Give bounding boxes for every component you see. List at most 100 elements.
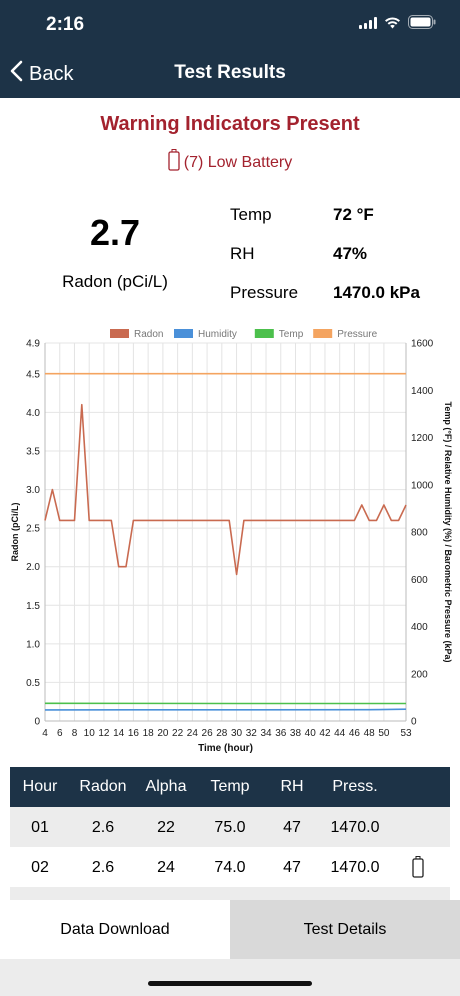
x-tick-label: 40 xyxy=(305,728,317,739)
temp-label: Temp xyxy=(230,205,272,224)
y-tick-label: 4.5 xyxy=(26,369,40,380)
page-title: Test Results xyxy=(174,62,286,83)
low-battery-icon xyxy=(168,149,180,176)
table-row[interactable] xyxy=(10,887,450,900)
x-tick-label: 30 xyxy=(231,728,243,739)
x-tick-label: 4 xyxy=(42,728,48,739)
y-tick-label: 4.0 xyxy=(26,408,40,419)
y2-tick-label: 1200 xyxy=(411,433,434,444)
x-tick-label: 32 xyxy=(246,728,258,739)
battery-icon xyxy=(408,15,436,34)
x-tick-label: 16 xyxy=(128,728,140,739)
radon-value: 2.7 xyxy=(89,212,141,253)
status-icons xyxy=(359,15,436,34)
y-tick-label: 2.0 xyxy=(26,562,40,573)
y2-tick-label: 0 xyxy=(411,717,417,728)
back-label: Back xyxy=(29,62,74,85)
x-tick-label: 50 xyxy=(378,728,390,739)
header-radon: Radon xyxy=(79,778,127,795)
home-indicator[interactable] xyxy=(148,981,312,986)
top-bar: 2:16 Bac xyxy=(0,0,460,98)
cell-pressure: 1470.0 xyxy=(330,859,380,876)
cell-hour: 02 xyxy=(31,859,49,876)
x-tick-label: 38 xyxy=(290,728,302,739)
test-details-button[interactable]: Test Details xyxy=(230,900,460,959)
legend-swatch-humidity xyxy=(174,329,193,338)
x-axis-title: Time (hour) xyxy=(198,743,253,754)
cell-hour: 01 xyxy=(31,819,49,836)
pressure-value: 1470.0 kPa xyxy=(333,283,420,302)
legend-swatch-pressure xyxy=(313,329,333,338)
y2-axis-title: Temp (°F) / Relative Humidity (%) / Baro… xyxy=(443,402,453,663)
header-pressure: Press. xyxy=(332,778,378,795)
back-chevron-icon xyxy=(10,60,23,88)
header-temp: Temp xyxy=(210,778,250,795)
x-tick-label: 8 xyxy=(72,728,78,739)
cell-alpha: 24 xyxy=(157,859,175,876)
table-header: Hour Radon Alpha Temp RH Press. xyxy=(10,767,450,807)
warning-item: (7) Low Battery xyxy=(0,149,460,176)
legend-label-radon: Radon xyxy=(134,329,163,340)
x-tick-label: 46 xyxy=(349,728,361,739)
wifi-icon xyxy=(384,16,401,34)
x-tick-label: 18 xyxy=(143,728,155,739)
legend-label-humidity: Humidity xyxy=(198,329,237,340)
table-row[interactable]: 01 2.6 22 75.0 47 1470.0 xyxy=(10,807,450,847)
y2-tick-label: 1400 xyxy=(411,386,434,397)
table-row[interactable]: 02 2.6 24 74.0 47 1470.0 xyxy=(10,847,450,887)
low-battery-icon xyxy=(412,856,424,883)
cell-temp: 74.0 xyxy=(214,859,246,876)
cell-rh: 47 xyxy=(283,859,301,876)
y2-tick-label: 600 xyxy=(411,575,428,586)
test-results-chart: 4 6 8 10 12 14 16 18 20 22 24 26 28 30 32 34 36 38 40 42 44 4… xyxy=(10,329,453,754)
cell-rh: 47 xyxy=(283,819,301,836)
warning-title: Warning Indicators Present xyxy=(100,113,360,135)
y2-tick-label: 200 xyxy=(411,669,428,680)
x-tick-label: 44 xyxy=(334,728,346,739)
x-tick-label: 48 xyxy=(364,728,376,739)
y2-tick-label: 1600 xyxy=(411,339,434,350)
y-tick-label: 3.0 xyxy=(26,485,40,496)
x-tick-label: 36 xyxy=(275,728,287,739)
data-download-button[interactable]: Data Download xyxy=(0,900,230,959)
x-tick-label: 34 xyxy=(260,728,272,739)
x-tick-label: 53 xyxy=(400,728,412,739)
back-button[interactable]: Back xyxy=(10,60,73,88)
x-tick-label: 14 xyxy=(113,728,125,739)
cell-temp: 75.0 xyxy=(214,819,246,836)
y-tick-label: 0.5 xyxy=(26,678,40,689)
legend-label-pressure: Pressure xyxy=(337,329,377,340)
y-tick-label: 2.5 xyxy=(26,524,40,535)
x-tick-label: 20 xyxy=(157,728,169,739)
y2-tick-label: 400 xyxy=(411,622,428,633)
x-tick-label: 24 xyxy=(187,728,199,739)
cell-alpha: 22 xyxy=(157,819,175,836)
home-area xyxy=(0,959,460,996)
y-tick-label: 1.5 xyxy=(26,601,40,612)
legend-swatch-temp xyxy=(254,329,274,338)
x-tick-label: 28 xyxy=(216,728,228,739)
bottom-bar: Data Download Test Details xyxy=(0,900,460,959)
header-hour: Hour xyxy=(22,778,58,795)
x-tick-label: 22 xyxy=(172,728,184,739)
header-rh: RH xyxy=(280,778,304,795)
temp-value: 72 °F xyxy=(333,205,374,224)
y-axis-title: Radon (pCi/L) xyxy=(10,503,20,562)
series-line-radon xyxy=(44,403,407,576)
rh-label: RH xyxy=(230,244,255,263)
header-alpha: Alpha xyxy=(145,778,187,795)
legend-label-temp: Temp xyxy=(279,329,304,340)
cell-radon: 2.6 xyxy=(91,859,115,876)
legend-swatch-radon xyxy=(110,329,129,338)
cell-radon: 2.6 xyxy=(91,819,115,836)
cell-pressure: 1470.0 xyxy=(330,819,380,836)
pressure-label: Pressure xyxy=(230,283,299,302)
y-tick-label: 1.0 xyxy=(26,639,40,650)
signal-icon xyxy=(359,16,377,34)
warning-item-label: (7) Low Battery xyxy=(183,153,293,171)
x-tick-label: 26 xyxy=(202,728,214,739)
y-tick-label: 3.5 xyxy=(26,447,40,458)
rh-value: 47% xyxy=(333,244,368,263)
x-tick-label: 6 xyxy=(57,728,63,739)
y-tick-label: 0 xyxy=(34,717,40,728)
